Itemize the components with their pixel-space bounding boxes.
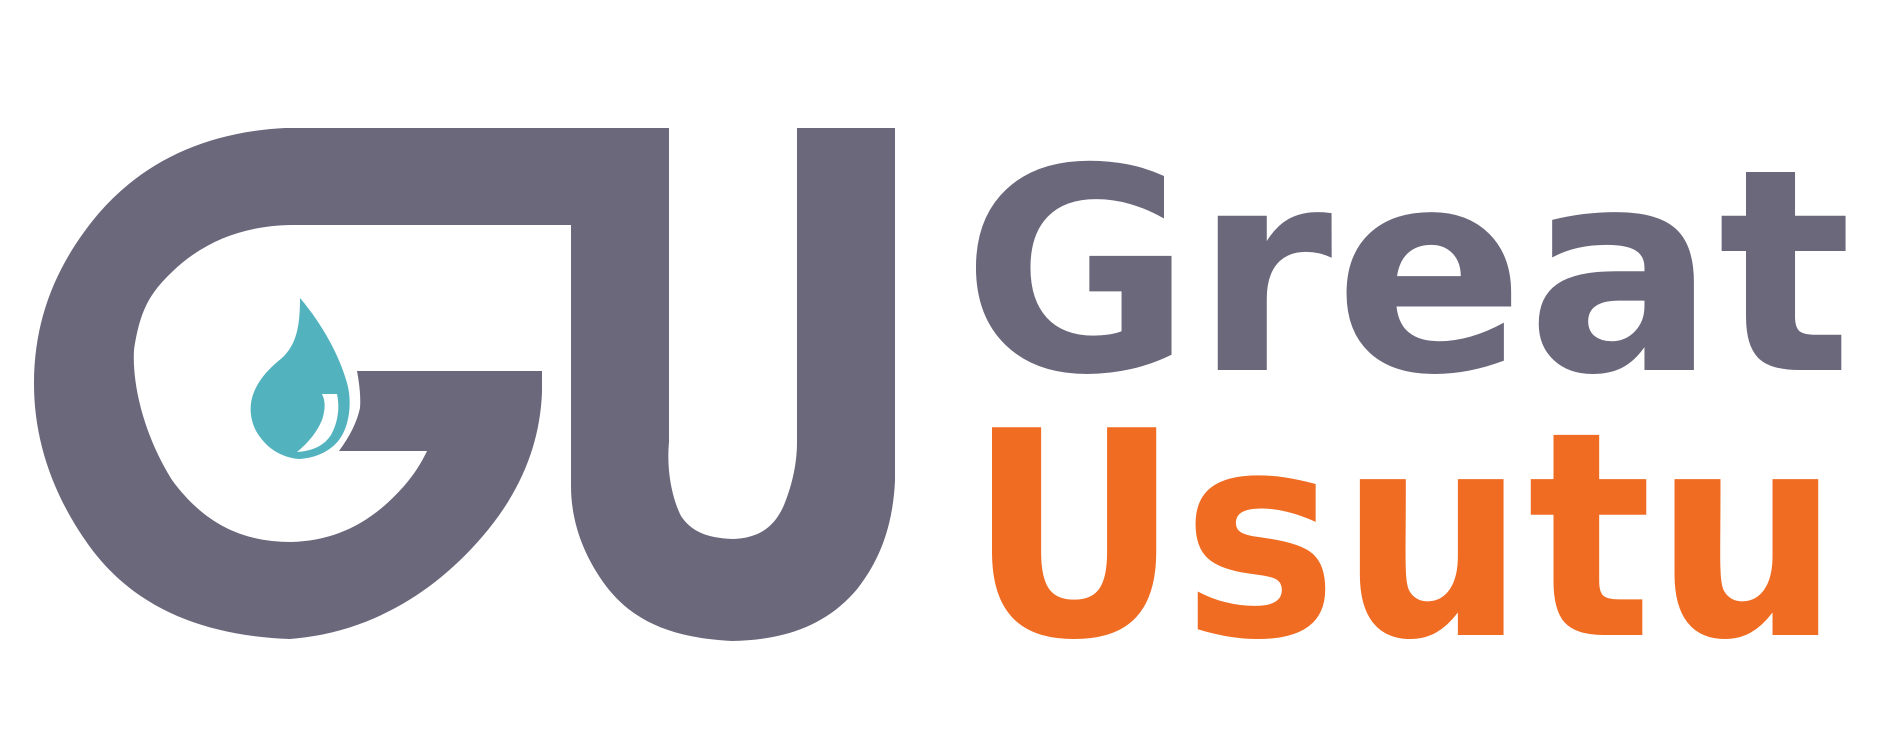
monogram-g-shape — [34, 128, 575, 639]
water-drop-icon — [250, 298, 350, 459]
wordmark-great: Great — [962, 108, 1854, 437]
monogram-u-shape — [571, 128, 895, 641]
wordmark-usutu: Usutu — [968, 371, 1842, 703]
